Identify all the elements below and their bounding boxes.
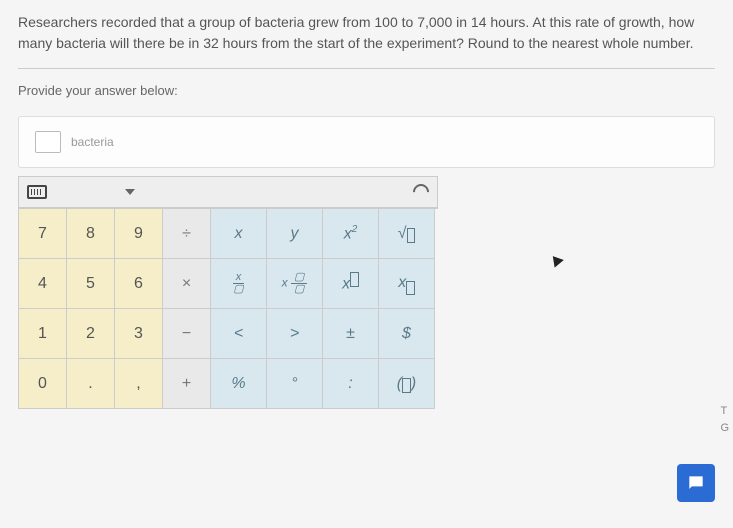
- key-less-than[interactable]: <: [211, 309, 267, 359]
- key-plus-minus[interactable]: ±: [323, 309, 379, 359]
- key-degree[interactable]: °: [267, 359, 323, 409]
- answer-box: bacteria: [18, 116, 715, 168]
- key-percent[interactable]: %: [211, 359, 267, 409]
- key-sqrt[interactable]: √: [379, 209, 435, 259]
- key-4[interactable]: 4: [19, 259, 67, 309]
- key-colon[interactable]: :: [323, 359, 379, 409]
- key-9[interactable]: 9: [115, 209, 163, 259]
- calculator-toolbar: [18, 176, 438, 208]
- divider: [18, 68, 715, 69]
- side-hint-letters: T G: [720, 403, 729, 438]
- answer-input[interactable]: [35, 131, 61, 153]
- key-x[interactable]: x: [211, 209, 267, 259]
- calculator: 7 8 9 ÷ x y x2 √ 4 5 6 × x▢ x ▢▢ x x 1 2…: [18, 176, 715, 409]
- key-divide[interactable]: ÷: [163, 209, 211, 259]
- calculator-keypad: 7 8 9 ÷ x y x2 √ 4 5 6 × x▢ x ▢▢ x x 1 2…: [18, 208, 438, 409]
- key-6[interactable]: 6: [115, 259, 163, 309]
- key-parentheses[interactable]: ( ): [379, 359, 435, 409]
- answer-prompt-label: Provide your answer below:: [18, 83, 715, 98]
- key-7[interactable]: 7: [19, 209, 67, 259]
- key-dot[interactable]: .: [67, 359, 115, 409]
- toolbar-dropdown-icon[interactable]: [125, 189, 135, 195]
- key-1[interactable]: 1: [19, 309, 67, 359]
- key-5[interactable]: 5: [67, 259, 115, 309]
- answer-unit-label: bacteria: [71, 135, 114, 149]
- chat-icon: [686, 473, 706, 493]
- key-comma[interactable]: ,: [115, 359, 163, 409]
- chat-button[interactable]: [677, 464, 715, 502]
- key-dollar[interactable]: $: [379, 309, 435, 359]
- key-greater-than[interactable]: >: [267, 309, 323, 359]
- key-y[interactable]: y: [267, 209, 323, 259]
- key-2[interactable]: 2: [67, 309, 115, 359]
- keyboard-icon[interactable]: [27, 185, 47, 199]
- key-x-subscript[interactable]: x: [379, 259, 435, 309]
- key-8[interactable]: 8: [67, 209, 115, 259]
- key-minus[interactable]: −: [163, 309, 211, 359]
- question-text: Researchers recorded that a group of bac…: [18, 12, 715, 54]
- key-3[interactable]: 3: [115, 309, 163, 359]
- key-fraction[interactable]: x▢: [211, 259, 267, 309]
- key-mixed-fraction[interactable]: x ▢▢: [267, 259, 323, 309]
- key-x-power[interactable]: x: [323, 259, 379, 309]
- key-plus[interactable]: +: [163, 359, 211, 409]
- undo-icon[interactable]: [410, 181, 433, 204]
- key-multiply[interactable]: ×: [163, 259, 211, 309]
- key-x-squared[interactable]: x2: [323, 209, 379, 259]
- key-0[interactable]: 0: [19, 359, 67, 409]
